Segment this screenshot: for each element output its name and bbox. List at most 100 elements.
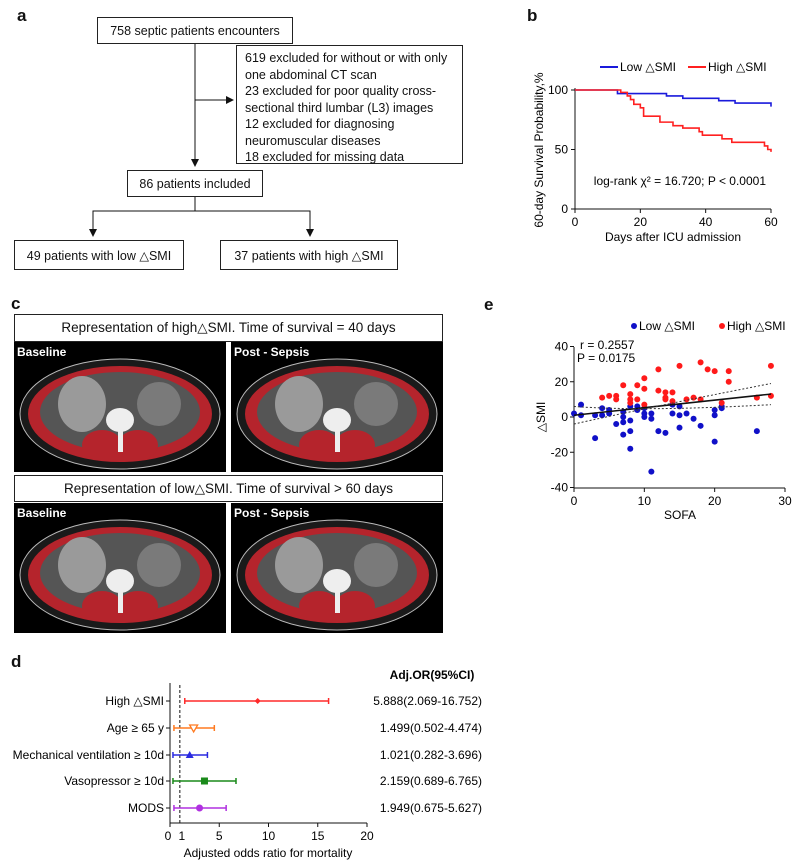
x-axis-label: SOFA: [664, 508, 696, 522]
survival-curve-high: [575, 89, 772, 152]
data-point-high: [641, 375, 648, 382]
data-point-high: [613, 396, 620, 403]
panel-label-c: c: [11, 294, 21, 313]
data-point-low: [690, 415, 697, 422]
data-point-low: [627, 417, 634, 424]
data-point-high: [669, 398, 676, 405]
x-tick-label: 20: [634, 215, 648, 229]
data-point-high: [669, 389, 676, 396]
flow-box-high: 37 patients with high △SMI: [220, 240, 398, 270]
vertebra: [323, 408, 351, 432]
data-point-low: [599, 412, 606, 419]
flow-box-low: 49 patients with low △SMI: [14, 240, 184, 270]
logrank-annotation: log-rank χ² = 16.720; P < 0.0001: [594, 174, 767, 188]
or-value: 5.888(2.069-16.752): [373, 694, 482, 708]
ci-lower: [573, 404, 771, 410]
km-chart: 0 20 40 60 0 50 100 Days after ICU admission 60-…: [532, 60, 778, 244]
x-tick-label: 15: [311, 829, 325, 843]
organ: [275, 376, 323, 432]
legend-label: High △SMI: [708, 60, 767, 74]
x-tick-label: 60: [764, 215, 778, 229]
y-tick-label: 0: [561, 202, 568, 216]
estimate-marker: [254, 698, 261, 704]
data-point-low: [711, 438, 718, 445]
data-point-low: [613, 421, 620, 428]
x-tick-label: 0: [572, 215, 579, 229]
data-point-high: [697, 359, 704, 366]
x-tick-label: 0: [571, 494, 578, 508]
vertebra: [323, 569, 351, 593]
vertebra: [106, 569, 134, 593]
panel-label-e: e: [484, 295, 494, 314]
row-label: High △SMI: [105, 694, 164, 708]
data-point-high: [599, 394, 606, 401]
or-header: Adj.OR(95%CI): [390, 668, 475, 682]
data-point-low: [627, 428, 634, 435]
or-value: 2.159(0.689-6.765): [380, 774, 482, 788]
data-point-low: [620, 431, 627, 438]
data-point-high: [767, 362, 774, 369]
x-tick-label: 30: [778, 494, 792, 508]
r-value: r = 0.2557: [580, 338, 635, 352]
y-tick-label: 50: [555, 143, 569, 157]
data-point-low: [697, 422, 704, 429]
data-point-high: [634, 382, 641, 389]
ct-label-post: Post - Sepsis: [234, 506, 310, 520]
data-point-low: [641, 414, 648, 420]
data-point-low: [648, 410, 655, 417]
data-point-high: [711, 368, 718, 375]
legend-label: High △SMI: [727, 319, 786, 333]
ct-image-high-baseline: Baseline: [14, 342, 226, 472]
x-tick-label: 1: [179, 829, 186, 843]
paraspinal-muscle: [335, 430, 375, 460]
paraspinal-muscle: [118, 591, 158, 621]
y-tick-label: 100: [548, 83, 568, 97]
data-point-high: [655, 366, 662, 373]
data-point-high: [725, 378, 732, 385]
x-tick-label: 40: [699, 215, 713, 229]
organ: [354, 543, 398, 587]
panel-label-b: b: [527, 6, 538, 25]
organ: [58, 537, 106, 593]
y-axis-label: △SMI: [534, 402, 548, 433]
data-point-high: [662, 389, 669, 396]
x-tick-label: 20: [360, 829, 374, 843]
flow-box-excluded: 619 excluded for without or with only on…: [236, 45, 463, 164]
data-point-low: [718, 405, 725, 412]
x-tick-label: 10: [638, 494, 652, 508]
ct-image-low-post: Post - Sepsis: [231, 503, 443, 633]
flow-box-included: 86 patients included: [127, 170, 263, 197]
data-point-high: [627, 399, 634, 406]
spinous-process: [335, 591, 340, 613]
row-label: Vasopressor ≥ 10d: [64, 774, 164, 788]
data-point-low: [662, 429, 669, 436]
excluded-line: 619 excluded for without or with only: [245, 51, 448, 65]
organ: [354, 382, 398, 426]
estimate-marker: [196, 804, 204, 812]
panel-label-a: a: [17, 6, 27, 25]
organ: [137, 382, 181, 426]
data-point-low: [711, 412, 718, 419]
p-value: P = 0.0175: [577, 351, 635, 365]
vertebra: [106, 408, 134, 432]
y-tick-label: 20: [555, 375, 569, 389]
regression-line: [573, 393, 772, 416]
spinous-process: [118, 430, 123, 452]
x-tick-label: 5: [216, 829, 223, 843]
paraspinal-muscle: [118, 430, 158, 460]
spinous-process: [335, 430, 340, 452]
excluded-line: one abdominal CT scan: [245, 67, 377, 82]
data-point-low: [578, 401, 585, 408]
excluded-line: sectional third lumbar (L3) images: [245, 100, 434, 115]
row-label: Age ≥ 65 y: [107, 721, 164, 735]
paraspinal-muscle: [299, 591, 339, 621]
paraspinal-muscle: [82, 430, 122, 460]
y-tick-label: 0: [561, 410, 568, 424]
ct-label-post: Post - Sepsis: [234, 345, 310, 359]
data-point-low: [620, 414, 627, 420]
ct-label-baseline: Baseline: [17, 345, 67, 359]
excluded-line: neuromuscular diseases: [245, 133, 381, 148]
data-point-high: [718, 399, 725, 406]
